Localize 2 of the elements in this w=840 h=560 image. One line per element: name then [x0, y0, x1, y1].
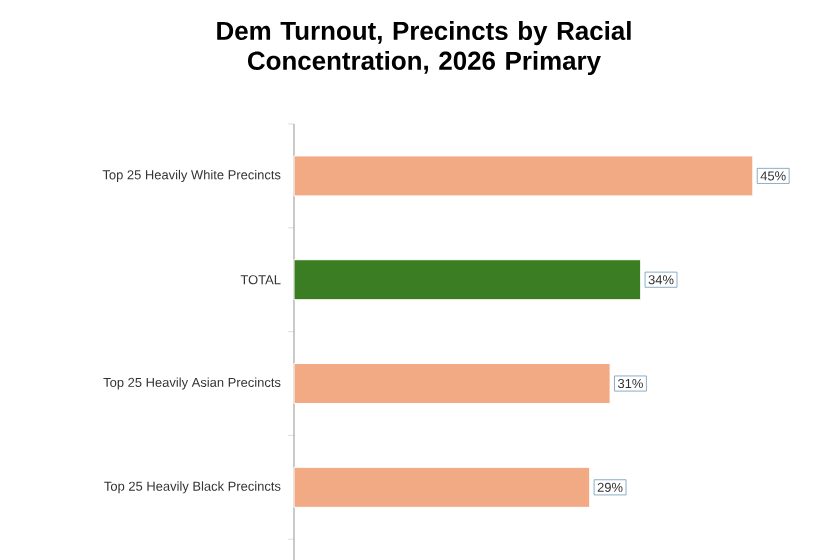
chart-title: Dem Turnout, Precincts by Racial Concentration, 2026 Primary	[217, 21, 631, 76]
bar	[293, 155, 754, 197]
